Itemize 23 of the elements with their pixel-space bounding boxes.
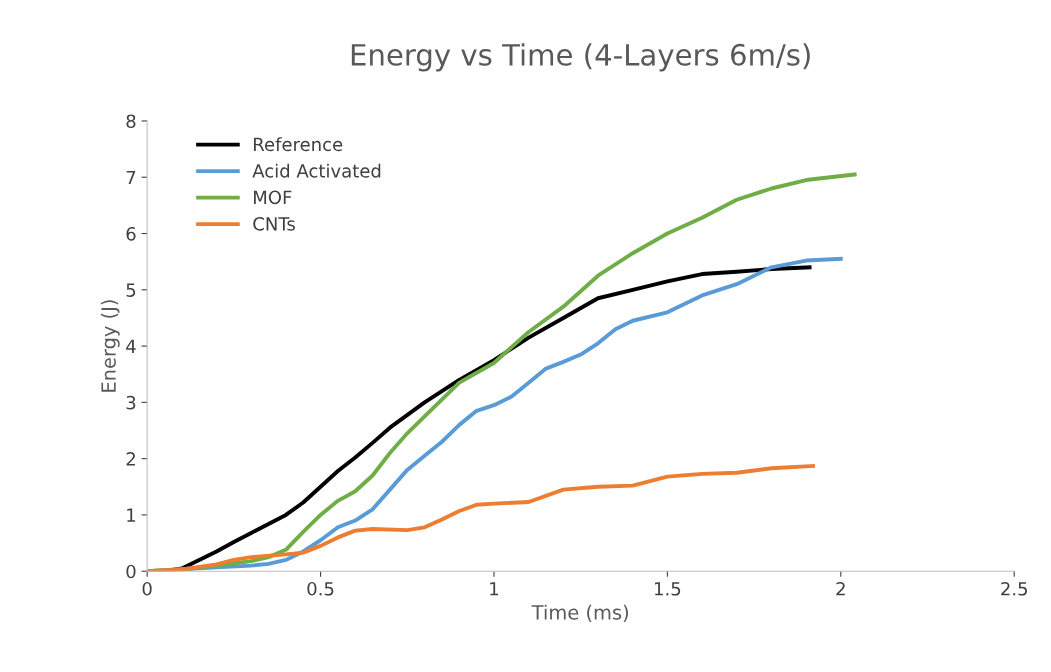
x-tick-label: 2 — [836, 581, 845, 596]
chart-title: Energy vs Time (4-Layers 6m/s) — [351, 43, 810, 72]
y-tick-label: 7 — [126, 170, 136, 185]
x-tick-label: 1 — [490, 582, 499, 596]
legend-label: Reference — [254, 137, 343, 152]
y-tick-label: 4 — [126, 339, 136, 353]
x-tick-label: 0.5 — [307, 581, 334, 596]
y-tick-label: 0 — [126, 564, 136, 579]
y-tick-label: 3 — [126, 395, 136, 410]
y-tick-label: 1 — [127, 508, 136, 522]
x-tick-label: 2.5 — [1001, 581, 1027, 596]
legend-label: CNTs — [253, 217, 295, 231]
x-tick-label: 0 — [142, 581, 152, 596]
y-axis-title: Energy (J) — [100, 300, 120, 392]
x-tick-label: 1.5 — [655, 582, 681, 596]
x-axis-title: Time (ms) — [531, 604, 629, 622]
y-tick-label: 2 — [126, 452, 135, 466]
legend-label: Acid Activated — [252, 163, 381, 178]
line-series — [147, 464, 815, 572]
y-tick-label: 6 — [126, 226, 136, 241]
legend-label: MOF — [254, 190, 292, 205]
y-tick-label: 5 — [126, 283, 136, 297]
y-tick-label: 8 — [126, 114, 136, 129]
